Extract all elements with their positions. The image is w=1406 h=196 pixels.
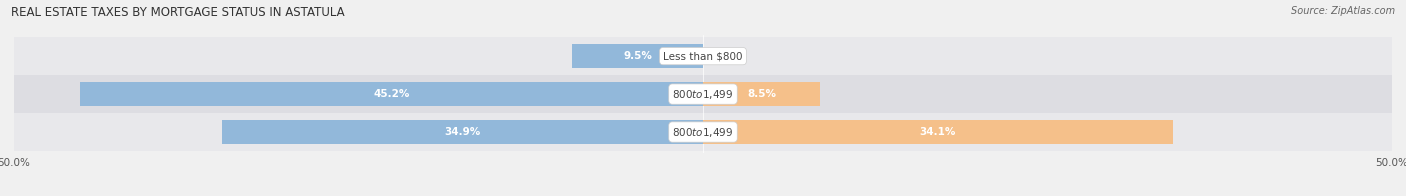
Text: Less than $800: Less than $800 — [664, 51, 742, 61]
Bar — [80, 82, 703, 106]
Bar — [14, 113, 1392, 151]
Text: 34.1%: 34.1% — [920, 127, 956, 137]
Bar — [14, 37, 1392, 75]
Bar — [572, 44, 703, 68]
Text: Source: ZipAtlas.com: Source: ZipAtlas.com — [1291, 6, 1395, 16]
Text: $800 to $1,499: $800 to $1,499 — [672, 88, 734, 101]
Text: 45.2%: 45.2% — [374, 89, 409, 99]
Text: 9.5%: 9.5% — [623, 51, 652, 61]
Text: 34.9%: 34.9% — [444, 127, 481, 137]
Bar — [703, 82, 820, 106]
Text: $800 to $1,499: $800 to $1,499 — [672, 125, 734, 139]
Bar — [14, 75, 1392, 113]
Text: 8.5%: 8.5% — [747, 89, 776, 99]
Bar — [703, 120, 1173, 144]
Text: REAL ESTATE TAXES BY MORTGAGE STATUS IN ASTATULA: REAL ESTATE TAXES BY MORTGAGE STATUS IN … — [11, 6, 344, 19]
Bar — [222, 120, 703, 144]
Text: 0.0%: 0.0% — [714, 51, 741, 61]
